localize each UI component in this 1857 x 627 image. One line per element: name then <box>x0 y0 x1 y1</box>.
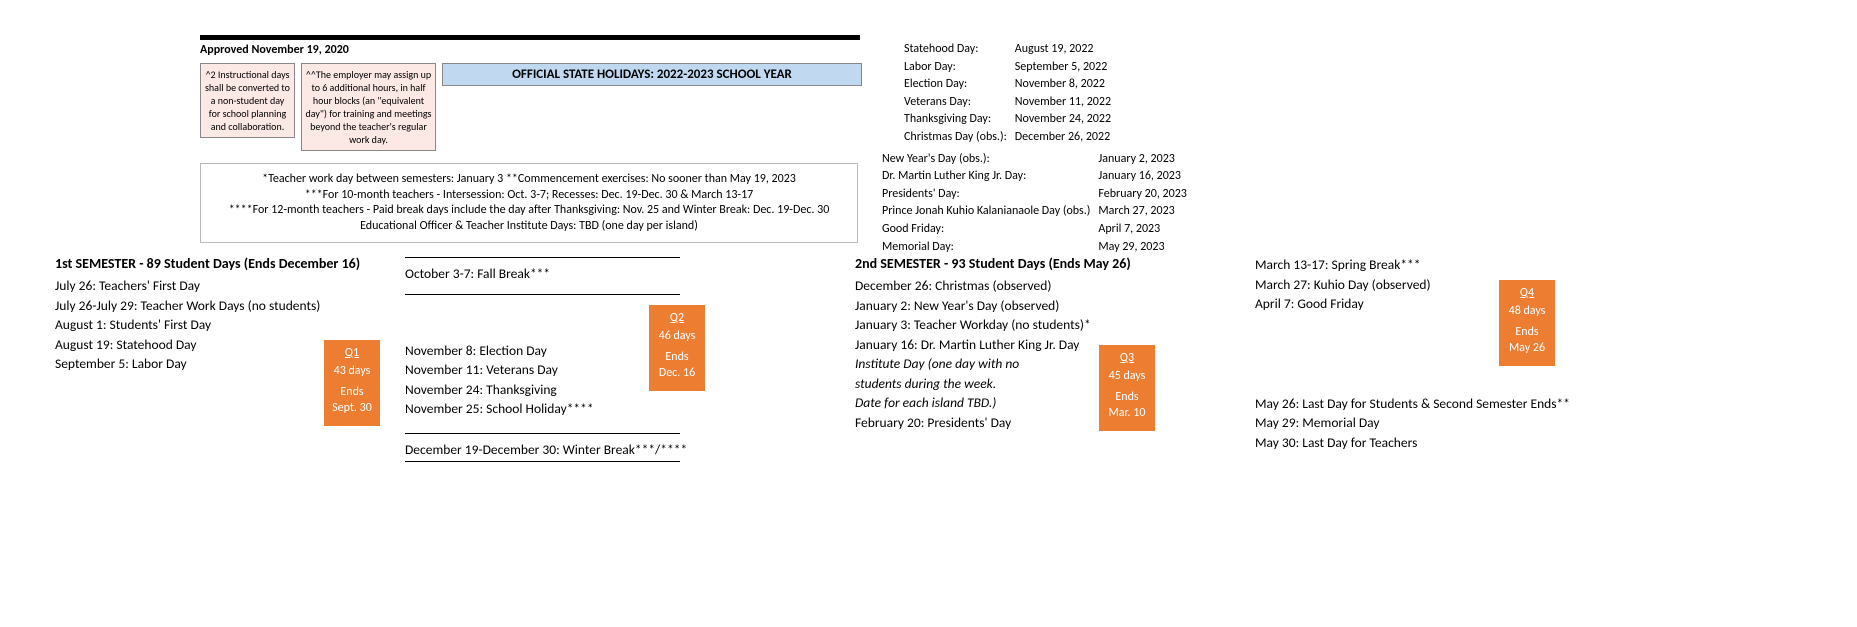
holiday-cell: November 8, 2022 <box>1015 77 1117 93</box>
footnotes-box: *Teacher work day between semesters: Jan… <box>200 163 858 243</box>
holiday-cell: January 2, 2023 <box>1098 152 1192 168</box>
holiday-cell: Prince Jonah Kuhio Kalanianaole Day (obs… <box>882 204 1096 220</box>
sem2-col-b: March 13-17: Spring Break*** March 27: K… <box>1255 255 1615 468</box>
event: November 8: Election Day <box>405 341 765 361</box>
q1-days: 43 days <box>330 364 374 380</box>
holiday-cell: Election Day: <box>904 77 1013 93</box>
holidays-list: Statehood Day:August 19, 2022Labor Day:S… <box>880 40 1195 257</box>
q2-ends: Ends Dec. 16 <box>655 350 699 381</box>
sem2-title: 2nd SEMESTER - 93 Student Days (Ends May… <box>855 255 1225 272</box>
footnote-line: ***For 10-month teachers - Intersession:… <box>211 188 847 204</box>
q4-badge: Q4 48 days Ends May 26 <box>1499 280 1555 366</box>
q4-label: Q4 <box>1505 286 1549 302</box>
event: December 19-December 30: Winter Break***… <box>405 440 765 460</box>
holiday-row: New Year's Day (obs.):January 2, 2023 <box>882 152 1193 168</box>
q1-ends: Ends Sept. 30 <box>330 385 374 416</box>
holiday-cell: Good Friday: <box>882 222 1096 238</box>
event: February 20: Presidents' Day <box>855 413 1225 433</box>
event: July 26-July 29: Teacher Work Days (no s… <box>55 296 375 316</box>
holiday-row: Statehood Day:August 19, 2022 <box>904 42 1117 58</box>
holiday-cell: September 5, 2022 <box>1015 60 1117 76</box>
event: May 30: Last Day for Teachers <box>1255 433 1615 453</box>
holiday-cell: Thanksgiving Day: <box>904 112 1013 128</box>
holiday-row: Memorial Day:May 29, 2023 <box>882 240 1193 256</box>
event: July 26: Teachers' First Day <box>55 276 375 296</box>
semesters: 1st SEMESTER - 89 Student Days (Ends Dec… <box>55 255 1815 468</box>
q3-days: 45 days <box>1105 369 1149 385</box>
holiday-cell: May 29, 2023 <box>1098 240 1192 256</box>
holiday-cell: Dr. Martin Luther King Jr. Day: <box>882 169 1096 185</box>
event: May 26: Last Day for Students & Second S… <box>1255 394 1615 414</box>
q3-ends: Ends Mar. 10 <box>1105 390 1149 421</box>
sem1-col-a: 1st SEMESTER - 89 Student Days (Ends Dec… <box>55 255 375 468</box>
q1-label: Q1 <box>330 346 374 362</box>
holiday-cell: January 16, 2023 <box>1098 169 1192 185</box>
holiday-cell: Christmas Day (obs.): <box>904 130 1013 146</box>
divider <box>405 433 680 434</box>
event: January 3: Teacher Workday (no students)… <box>855 315 1225 335</box>
holidays-banner: OFFICIAL STATE HOLIDAYS: 2022-2023 SCHOO… <box>442 63 862 86</box>
sem1-col-b: October 3-7: Fall Break*** November 8: E… <box>405 255 765 468</box>
holiday-cell: Presidents' Day: <box>882 187 1096 203</box>
holiday-cell: Labor Day: <box>904 60 1013 76</box>
q3-badge: Q3 45 days Ends Mar. 10 <box>1099 345 1155 431</box>
note-box-2: ^^The employer may assign up to 6 additi… <box>301 63 436 151</box>
holiday-row: Good Friday:April 7, 2023 <box>882 222 1193 238</box>
holiday-row: Presidents' Day:February 20, 2023 <box>882 187 1193 203</box>
q4-ends: Ends May 26 <box>1505 325 1549 356</box>
holiday-cell: April 7, 2023 <box>1098 222 1192 238</box>
divider <box>405 257 680 258</box>
event: November 25: School Holiday**** <box>405 399 765 419</box>
divider-bar <box>200 35 860 40</box>
footnote-line: ****For 12-month teachers - Paid break d… <box>211 203 847 219</box>
event: December 26: Christmas (observed) <box>855 276 1225 296</box>
event: November 11: Veterans Day <box>405 360 765 380</box>
holiday-row: Labor Day:September 5, 2022 <box>904 60 1117 76</box>
holiday-row: Christmas Day (obs.):December 26, 2022 <box>904 130 1117 146</box>
divider <box>405 461 680 462</box>
event: August 1: Students' First Day <box>55 315 375 335</box>
q4-days: 48 days <box>1505 304 1549 320</box>
event: March 27: Kuhio Day (observed) <box>1255 275 1615 295</box>
holiday-cell: New Year's Day (obs.): <box>882 152 1096 168</box>
holiday-row: Prince Jonah Kuhio Kalanianaole Day (obs… <box>882 204 1193 220</box>
q2-badge: Q2 46 days Ends Dec. 16 <box>649 305 705 391</box>
holiday-cell: November 11, 2022 <box>1015 95 1117 111</box>
holiday-cell: February 20, 2023 <box>1098 187 1192 203</box>
holiday-cell: March 27, 2023 <box>1098 204 1192 220</box>
event: March 13-17: Spring Break*** <box>1255 255 1615 275</box>
footnote-line: Educational Officer & Teacher Institute … <box>211 219 847 235</box>
sem2-col-a: 2nd SEMESTER - 93 Student Days (Ends May… <box>855 255 1225 468</box>
holiday-cell: August 19, 2022 <box>1015 42 1117 58</box>
holiday-cell: Veterans Day: <box>904 95 1013 111</box>
holiday-cell: December 26, 2022 <box>1015 130 1117 146</box>
note-box-1: ^2 Instructional days shall be converted… <box>200 63 295 138</box>
q2-label: Q2 <box>655 311 699 327</box>
event: January 2: New Year's Day (observed) <box>855 296 1225 316</box>
holiday-cell: Memorial Day: <box>882 240 1096 256</box>
holiday-row: Dr. Martin Luther King Jr. Day:January 1… <box>882 169 1193 185</box>
event: January 16: Dr. Martin Luther King Jr. D… <box>855 335 1225 355</box>
q2-days: 46 days <box>655 329 699 345</box>
event: Date for each island TBD.) <box>855 393 1225 413</box>
footnote-line: *Teacher work day between semesters: Jan… <box>211 172 847 188</box>
event: April 7: Good Friday <box>1255 294 1615 314</box>
event: November 24: Thanksgiving <box>405 380 765 400</box>
divider <box>405 294 680 295</box>
event: October 3-7: Fall Break*** <box>405 264 765 284</box>
q3-label: Q3 <box>1105 351 1149 367</box>
q1-badge: Q1 43 days Ends Sept. 30 <box>324 340 380 426</box>
event: students during the week. <box>855 374 1225 394</box>
holiday-row: Thanksgiving Day:November 24, 2022 <box>904 112 1117 128</box>
holiday-row: Election Day:November 8, 2022 <box>904 77 1117 93</box>
event: May 29: Memorial Day <box>1255 413 1615 433</box>
holiday-cell: Statehood Day: <box>904 42 1013 58</box>
holiday-cell: November 24, 2022 <box>1015 112 1117 128</box>
sem1-title: 1st SEMESTER - 89 Student Days (Ends Dec… <box>55 255 375 272</box>
event: Institute Day (one day with no <box>855 354 1225 374</box>
holiday-row: Veterans Day:November 11, 2022 <box>904 95 1117 111</box>
